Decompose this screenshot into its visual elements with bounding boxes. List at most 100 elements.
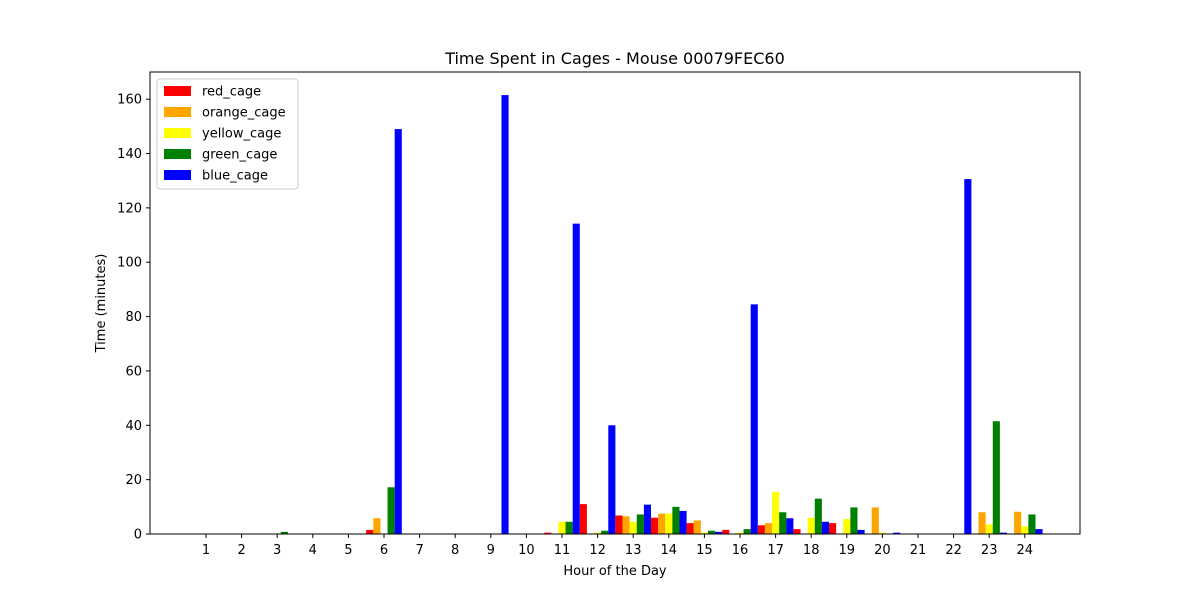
x-tick-label: 5 bbox=[344, 543, 352, 558]
bar-red_cage-18 bbox=[793, 529, 801, 534]
x-tick-label: 20 bbox=[874, 543, 891, 558]
bar-blue_cage-14 bbox=[679, 510, 687, 534]
y-tick-label: 20 bbox=[125, 473, 142, 488]
legend-label-green_cage: green_cage bbox=[202, 148, 277, 163]
x-tick-label: 11 bbox=[554, 543, 571, 558]
bar-yellow_cage-24 bbox=[1021, 526, 1029, 534]
bar-red_cage-11 bbox=[544, 532, 552, 534]
bar-green_cage-23 bbox=[992, 421, 1000, 534]
x-tick-label: 9 bbox=[487, 543, 495, 558]
bar-green_cage-14 bbox=[672, 506, 680, 534]
bar-orange_cage-24 bbox=[1014, 511, 1022, 534]
bar-blue_cage-16 bbox=[750, 304, 758, 534]
bar-red_cage-16 bbox=[722, 529, 730, 534]
y-tick-label: 80 bbox=[125, 310, 142, 325]
y-tick-label: 120 bbox=[117, 201, 142, 216]
bar-green_cage-18 bbox=[814, 498, 822, 534]
legend-swatch-yellow_cage bbox=[164, 128, 191, 138]
bar-green_cage-3 bbox=[280, 531, 288, 534]
bar-green_cage-19 bbox=[850, 507, 858, 534]
bar-yellow_cage-18 bbox=[807, 517, 815, 534]
bar-red_cage-19 bbox=[829, 523, 837, 534]
bar-blue_cage-11 bbox=[572, 223, 580, 534]
bar-red_cage-6 bbox=[366, 529, 374, 534]
x-tick-label: 16 bbox=[732, 543, 749, 558]
y-axis-label: Time (minutes) bbox=[94, 254, 109, 354]
bar-red_cage-17 bbox=[757, 525, 765, 534]
legend-label-red_cage: red_cage bbox=[202, 85, 261, 100]
bar-green_cage-24 bbox=[1028, 514, 1036, 534]
x-axis-label: Hour of the Day bbox=[563, 564, 667, 579]
x-tick-label: 8 bbox=[451, 543, 459, 558]
bar-yellow_cage-17 bbox=[772, 491, 780, 534]
bar-blue_cage-12 bbox=[608, 425, 616, 534]
x-tick-label: 3 bbox=[273, 543, 281, 558]
x-tick-label: 15 bbox=[696, 543, 713, 558]
bar-yellow_cage-20 bbox=[878, 532, 886, 534]
bar-blue_cage-23 bbox=[999, 532, 1007, 534]
bar-yellow_cage-11 bbox=[558, 521, 566, 534]
x-tick-label: 13 bbox=[625, 543, 642, 558]
bar-blue_cage-19 bbox=[857, 529, 865, 534]
x-tick-label: 7 bbox=[415, 543, 423, 558]
legend-swatch-orange_cage bbox=[164, 107, 191, 117]
bar-orange_cage-23 bbox=[978, 512, 986, 534]
bar-green_cage-17 bbox=[779, 512, 787, 534]
ticks-layer: 1 2 3 4 5 6 7 8 9 10 11 12 13 14 15 16 17 18 19 20 21 22 23 240… bbox=[117, 93, 1033, 558]
y-tick-label: 40 bbox=[125, 419, 142, 434]
x-tick-label: 14 bbox=[661, 543, 678, 558]
bar-yellow_cage-14 bbox=[665, 513, 673, 534]
bar-blue_cage-17 bbox=[786, 518, 794, 534]
bar-blue_cage-24 bbox=[1035, 529, 1043, 534]
chart-title: Time Spent in Cages - Mouse 00079FEC60 bbox=[444, 49, 785, 68]
legend-swatch-blue_cage bbox=[164, 170, 191, 180]
bar-blue_cage-6 bbox=[394, 129, 402, 534]
legend-label-yellow_cage: yellow_cage bbox=[202, 127, 281, 142]
x-tick-label: 19 bbox=[839, 543, 856, 558]
plot-frame bbox=[149, 71, 1081, 535]
x-tick-label: 18 bbox=[803, 543, 820, 558]
bar-green_cage-11 bbox=[565, 521, 573, 534]
bar-green_cage-16 bbox=[743, 529, 751, 534]
y-tick-label: 160 bbox=[117, 93, 142, 108]
bar-yellow_cage-16 bbox=[736, 532, 744, 534]
bar-blue_cage-9 bbox=[501, 95, 509, 534]
bar-green_cage-6 bbox=[387, 487, 395, 534]
bar-green_cage-15 bbox=[707, 530, 716, 534]
bar-blue_cage-20 bbox=[893, 532, 901, 534]
bar-green_cage-12 bbox=[601, 530, 609, 534]
x-tick-label: 21 bbox=[910, 543, 927, 558]
x-tick-label: 10 bbox=[518, 543, 535, 558]
y-tick-label: 100 bbox=[117, 256, 142, 271]
bar-yellow_cage-19 bbox=[843, 519, 851, 534]
x-tick-label: 1 bbox=[202, 543, 210, 558]
x-tick-label: 23 bbox=[981, 543, 998, 558]
y-tick-label: 0 bbox=[134, 528, 142, 543]
bar-orange_cage-6 bbox=[373, 518, 381, 534]
x-tick-label: 2 bbox=[237, 543, 245, 558]
bar-yellow_cage-15 bbox=[700, 532, 708, 534]
bar-yellow_cage-13 bbox=[629, 521, 637, 534]
bar-red_cage-14 bbox=[651, 517, 659, 534]
bar-red_cage-13 bbox=[615, 515, 623, 534]
bar-orange_cage-15 bbox=[693, 520, 701, 534]
bar-orange_cage-20 bbox=[871, 507, 879, 534]
bar-blue_cage-13 bbox=[643, 504, 651, 534]
y-tick-label: 60 bbox=[125, 364, 142, 379]
y-tick-label: 140 bbox=[117, 147, 142, 162]
legend-box bbox=[156, 78, 299, 190]
bar-red_cage-12 bbox=[579, 504, 587, 534]
x-tick-label: 12 bbox=[589, 543, 606, 558]
bar-orange_cage-17 bbox=[764, 523, 773, 534]
bar-orange_cage-14 bbox=[658, 513, 666, 534]
x-tick-label: 24 bbox=[1017, 543, 1034, 558]
bars-layer bbox=[280, 95, 1043, 534]
x-tick-label: 4 bbox=[309, 543, 317, 558]
legend-swatch-green_cage bbox=[164, 149, 191, 159]
bar-yellow_cage-12 bbox=[594, 532, 602, 534]
legend-swatch-red_cage bbox=[164, 86, 191, 96]
bar-blue_cage-22 bbox=[964, 179, 972, 534]
x-tick-label: 17 bbox=[767, 543, 784, 558]
bar-yellow_cage-23 bbox=[985, 524, 993, 534]
